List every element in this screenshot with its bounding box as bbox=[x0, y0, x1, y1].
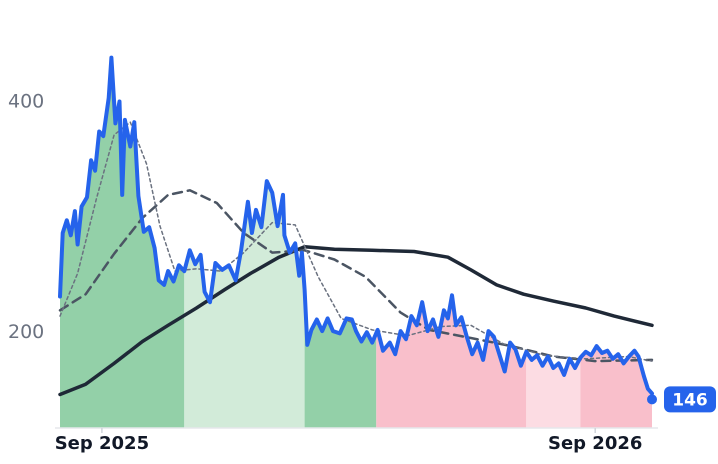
last-value-dot bbox=[647, 394, 657, 405]
price-line bbox=[58, 55, 654, 396]
trend-band-6 bbox=[580, 346, 652, 428]
y-tick-label: 400 bbox=[8, 90, 44, 112]
last-value-badge bbox=[664, 386, 716, 413]
x-tick-label: Sep 2025 bbox=[55, 433, 149, 454]
price-line-layer bbox=[58, 55, 654, 396]
trend-band-3 bbox=[304, 289, 377, 428]
y-axis-ticks: 200 400 bbox=[8, 90, 44, 343]
y-tick-label: 200 bbox=[8, 321, 44, 343]
x-axis-ticks: Sep 2025 Sep 2026 bbox=[55, 428, 642, 454]
x-tick-label: Sep 2026 bbox=[548, 433, 642, 454]
last-value-marker: 146 bbox=[647, 386, 716, 413]
trend-band-2 bbox=[184, 181, 305, 428]
trend-band-4 bbox=[376, 295, 527, 428]
ma-long-line bbox=[58, 245, 654, 397]
last-value-label: 146 bbox=[672, 390, 708, 410]
